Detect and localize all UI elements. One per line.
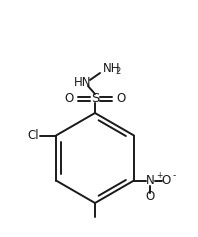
Text: +: + bbox=[156, 171, 162, 180]
Text: -: - bbox=[173, 171, 176, 180]
Text: O: O bbox=[116, 92, 126, 105]
Text: O: O bbox=[64, 92, 74, 105]
Text: 2: 2 bbox=[115, 68, 121, 77]
Text: N: N bbox=[146, 174, 154, 187]
Text: HN: HN bbox=[74, 76, 92, 88]
Text: O: O bbox=[161, 174, 171, 187]
Text: NH: NH bbox=[103, 63, 121, 76]
Text: Cl: Cl bbox=[27, 129, 39, 142]
Text: S: S bbox=[91, 92, 99, 105]
Text: O: O bbox=[145, 190, 155, 203]
